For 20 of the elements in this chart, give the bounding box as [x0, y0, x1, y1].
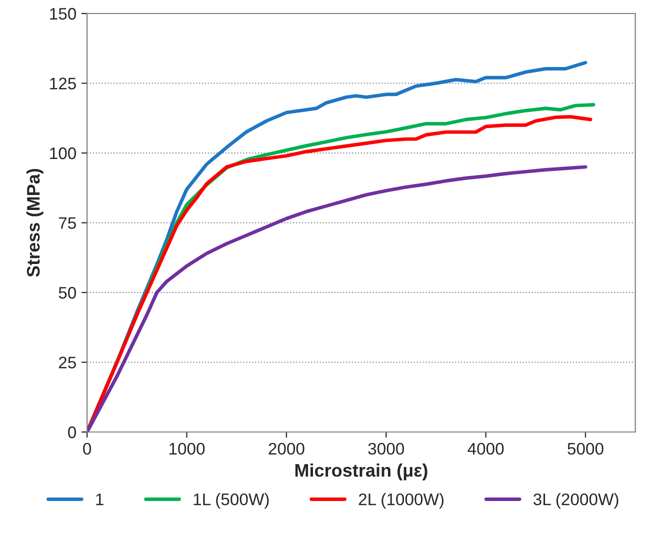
y-tick-label: 125 — [50, 78, 76, 90]
y-tick-label: 50 — [58, 286, 76, 299]
y-tick-label: 0 — [68, 426, 76, 438]
legend-label: 1 — [96, 494, 104, 506]
y-tick-label: 75 — [58, 217, 76, 229]
y-tick-label: 25 — [58, 356, 76, 368]
x-axis-title: Microstrain (με) — [295, 464, 428, 480]
y-tick-label: 150 — [50, 8, 76, 20]
x-tick-label: 1000 — [169, 442, 205, 455]
legend-label: 2L (1000W) — [358, 493, 444, 509]
x-tick-label: 5000 — [568, 442, 604, 455]
line-series — [87, 165, 588, 432]
x-tick-label: 3000 — [368, 442, 404, 455]
x-tick-label: 2000 — [268, 442, 304, 455]
legend-label: 3L (2000W) — [533, 493, 618, 509]
x-tick-label: 0 — [83, 442, 92, 455]
y-tick-label: 100 — [50, 147, 76, 160]
legend-label: 1L (500W) — [194, 493, 269, 509]
y-axis-title: Stress (MPa) — [26, 168, 44, 277]
x-tick-label: 4000 — [468, 442, 504, 455]
